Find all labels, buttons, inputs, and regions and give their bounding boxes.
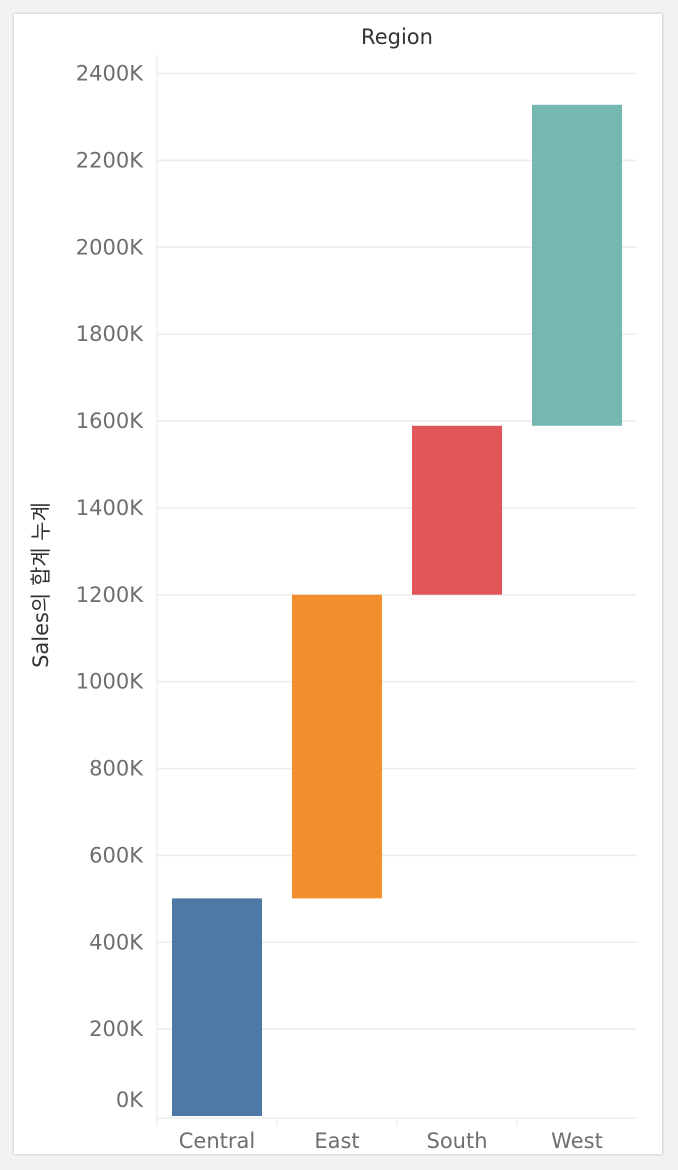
x-tick-labels: Central East South West (179, 1129, 603, 1153)
y-tick-label: 400K (89, 930, 144, 954)
y-tick-label: 2200K (76, 148, 144, 172)
bar-east[interactable] (292, 594, 382, 899)
y-tick-label: 800K (89, 757, 144, 781)
x-tick-label: East (314, 1129, 359, 1153)
bar-west[interactable] (532, 104, 622, 426)
y-tick-label: 600K (89, 843, 144, 867)
y-tick-labels: 0K 200K 400K 600K 800K 1000K 1200K 1400K 1600K 18… (76, 62, 144, 1113)
y-tick-label: 2400K (76, 62, 144, 86)
bars (172, 104, 622, 1116)
y-tick-label: 1000K (76, 670, 144, 694)
bar-central[interactable] (172, 898, 262, 1116)
x-tick-label: South (426, 1129, 487, 1153)
x-tick-label: West (551, 1129, 603, 1153)
y-tick-label: 1400K (76, 496, 144, 520)
chart-title: Region (361, 25, 433, 49)
bar-south[interactable] (412, 425, 502, 595)
y-tick-label: 1200K (76, 583, 144, 607)
y-tick-label: 200K (89, 1017, 144, 1041)
y-tick-label: 0K (116, 1088, 144, 1112)
y-tick-label: 2000K (76, 235, 144, 259)
grid-lines (156, 55, 637, 1126)
y-tick-label: 1800K (76, 322, 144, 346)
x-tick-label: Central (179, 1129, 255, 1153)
y-tick-label: 1600K (76, 409, 144, 433)
